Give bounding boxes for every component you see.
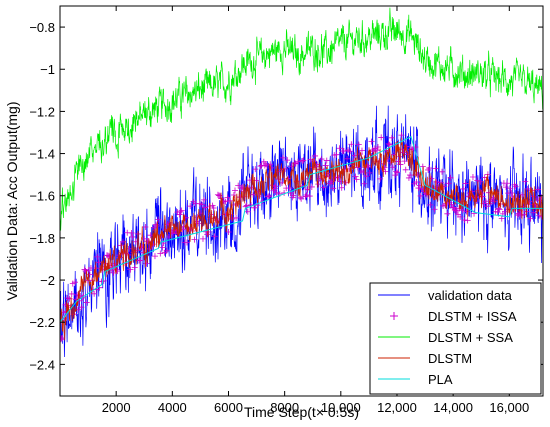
legend: validation data DLSTM + ISSA DLSTM + SSA DL…	[369, 282, 542, 395]
x-axis: 2000 4000 6000 8000 10,000 12,000 14,000 16,000	[102, 6, 529, 415]
series-dlstm-ssa	[60, 7, 543, 231]
x-tick-label: 12,000	[377, 400, 417, 415]
legend-label: DLSTM	[428, 351, 472, 366]
x-tick-label: 16,000	[489, 400, 529, 415]
y-tick-label: −0.8	[29, 20, 55, 35]
legend-label: DLSTM + SSA	[428, 330, 513, 345]
legend-label: PLA	[428, 372, 453, 387]
legend-entry-dlstm-issa: DLSTM + ISSA	[390, 309, 517, 324]
legend-marker	[390, 312, 398, 320]
series-dlstm-ssa-line	[60, 7, 543, 231]
y-axis-label: Validation Data: Acc Output(mg)	[4, 102, 20, 301]
legend-entry-pla: PLA	[378, 372, 453, 387]
y-tick-label: −2.4	[29, 357, 55, 372]
legend-label: DLSTM + ISSA	[428, 309, 517, 324]
x-axis-label: Time Step(t× 0.5s)	[244, 404, 359, 420]
x-tick-label: 6000	[214, 400, 243, 415]
x-tick-label: 8000	[270, 400, 299, 415]
y-tick-label: −1.2	[29, 104, 55, 119]
y-tick-label: −1.4	[29, 147, 55, 162]
legend-box	[369, 282, 542, 395]
x-tick-label: 14,000	[433, 400, 473, 415]
legend-entry-dlstm: DLSTM	[378, 351, 472, 366]
y-tick-label: −1.8	[29, 231, 55, 246]
y-tick-label: −1	[40, 62, 55, 77]
x-tick-label: 10,000	[321, 400, 361, 415]
x-tick-label: 4000	[158, 400, 187, 415]
y-tick-label: −2.2	[29, 315, 55, 330]
series-layer	[60, 7, 543, 358]
series-dlstm	[60, 137, 543, 341]
series-pla-line	[60, 135, 543, 323]
series-dlstm-line	[60, 137, 543, 341]
x-tick-label: 2000	[102, 400, 131, 415]
plot-frame	[59, 5, 544, 397]
y-tick-label: −2	[40, 273, 55, 288]
legend-label: validation data	[428, 288, 513, 303]
y-axis: −2.4 −2.2 −2 −1.8 −1.6 −1.4 −1.2 −1 −0.8	[29, 20, 543, 372]
legend-entry-dlstm-ssa: DLSTM + SSA	[378, 330, 513, 345]
legend-entry-validation-data: validation data	[378, 288, 513, 303]
y-tick-label: −1.6	[29, 189, 55, 204]
series-pla	[60, 135, 543, 323]
